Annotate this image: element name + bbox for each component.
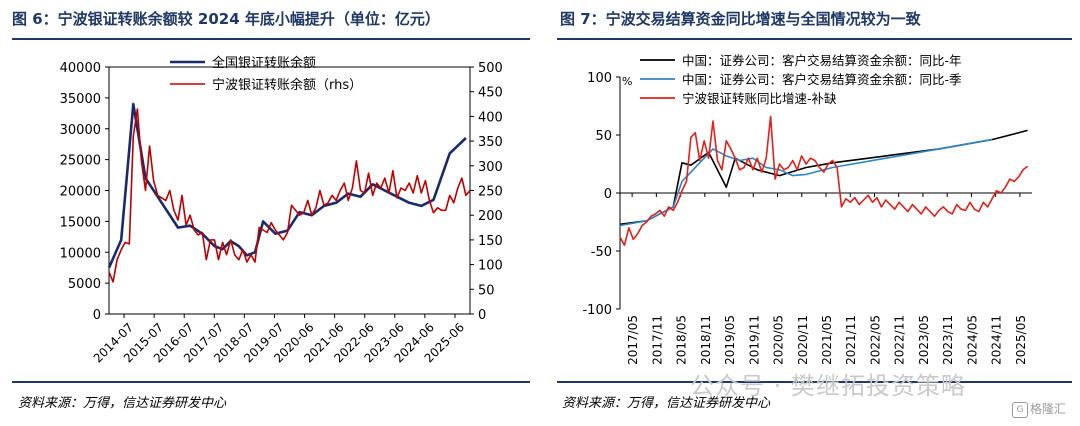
right-x-tick-label: 2018/11 xyxy=(699,315,713,365)
left-y2-tick-label: 200 xyxy=(478,209,503,224)
left-title-rule xyxy=(12,38,530,40)
right-x-tick-label: 2022/11 xyxy=(893,315,907,365)
left-plot-frame xyxy=(108,66,471,315)
left-y2-tick-label: 350 xyxy=(478,135,503,150)
right-x-tick-label: 2023/11 xyxy=(941,315,955,365)
right-x-tick-label: 2020/11 xyxy=(796,315,810,365)
left-series-line-2 xyxy=(108,108,471,283)
left-y2-tick-label: 150 xyxy=(478,234,503,249)
right-y-tick-label: 0 xyxy=(604,187,612,202)
logo-mark-icon: G xyxy=(1012,401,1028,418)
right-series-line-2 xyxy=(619,138,993,227)
right-y-tick-label: 50 xyxy=(595,129,612,144)
left-source-rule xyxy=(12,381,530,383)
right-title-rule xyxy=(557,38,1072,40)
right-y-tick-label: -50 xyxy=(591,245,612,260)
left-legend-label: 宁波银证转账余额（rhs） xyxy=(212,77,362,93)
left-series-line-1 xyxy=(107,102,467,269)
right-x-tick-label: 2019/05 xyxy=(723,315,737,365)
logo-text: 格隆汇 xyxy=(1030,402,1067,416)
left-y2-tick-label: 500 xyxy=(478,61,503,76)
right-x-tick-label: 2020/05 xyxy=(772,315,786,365)
left-chart-title: 图 6：宁波银证转账余额较 2024 年底小幅提升（单位：亿元） xyxy=(12,10,440,28)
right-x-tick-label: 2022/05 xyxy=(868,315,882,365)
watermark-text: 公众号 · 樊继拓投资策略 xyxy=(690,372,966,400)
right-legend-label: 中国：证券公司：客户交易结算资金余额：同比-季 xyxy=(682,72,962,87)
right-x-tick-label: 2017/11 xyxy=(650,315,664,365)
left-y-tick-label: 5000 xyxy=(68,277,101,292)
left-y-tick-label: 40000 xyxy=(60,61,101,76)
left-y2-tick-label: 300 xyxy=(478,160,503,175)
left-y2-tick-label: 50 xyxy=(478,283,495,298)
right-legend-label: 中国：证券公司：客户交易结算资金余额：同比-年 xyxy=(682,53,962,68)
right-x-tick-label: 2021/05 xyxy=(820,315,834,365)
left-y-tick-label: 25000 xyxy=(60,154,101,169)
left-y2-tick-label: 0 xyxy=(478,308,486,323)
right-x-tick-label: 2019/11 xyxy=(747,315,761,365)
gelonghui-logo: G 格隆汇 xyxy=(1012,400,1066,418)
left-y-tick-label: 10000 xyxy=(60,246,101,261)
right-chart: -100 -50 0 50 100 % 2017/05 2017/11 2018/05 2018/… xyxy=(582,53,1032,365)
left-y2-tick-label: 400 xyxy=(478,110,503,125)
right-y-tick-label: -100 xyxy=(582,303,612,318)
left-y-tick-label: 15000 xyxy=(60,215,101,230)
left-y2-tick-label: 250 xyxy=(478,185,503,200)
left-legend-label: 全国银证转账余额 xyxy=(212,55,316,71)
right-x-tick-label: 2021/11 xyxy=(844,315,858,365)
left-y-tick-label: 20000 xyxy=(60,185,101,200)
right-source-rule xyxy=(557,381,1072,383)
left-chart: 0500010000150002000025000300003500040000… xyxy=(60,55,503,366)
right-legend-label: 宁波银证转账同比增速-补缺 xyxy=(682,91,837,106)
right-x-tick-label: 2023/05 xyxy=(917,315,931,365)
left-y2-tick-label: 100 xyxy=(478,259,503,274)
right-x-tick-label: 2017/05 xyxy=(626,315,640,365)
left-source: 资料来源：万得，信达证券研发中心 xyxy=(18,396,227,411)
left-y-tick-label: 0 xyxy=(93,308,101,323)
right-chart-title: 图 7：宁波交易结算资金同比增速与全国情况较为一致 xyxy=(560,10,921,28)
right-series-line-3 xyxy=(619,115,1029,246)
left-y2-tick-label: 450 xyxy=(478,86,503,101)
right-x-tick-label: 2024/05 xyxy=(965,315,979,365)
right-x-tick-label: 2024/11 xyxy=(990,315,1004,365)
right-x-tick-label: 2025/05 xyxy=(1014,315,1028,365)
left-y-tick-label: 35000 xyxy=(60,92,101,107)
right-y-tick-label: 100 xyxy=(587,71,612,86)
right-y-unit-label: % xyxy=(622,75,632,88)
right-x-tick-label: 2018/05 xyxy=(675,315,689,365)
left-y-tick-label: 30000 xyxy=(60,123,101,138)
right-source: 资料来源：万得，信达证券研发中心 xyxy=(562,396,771,411)
